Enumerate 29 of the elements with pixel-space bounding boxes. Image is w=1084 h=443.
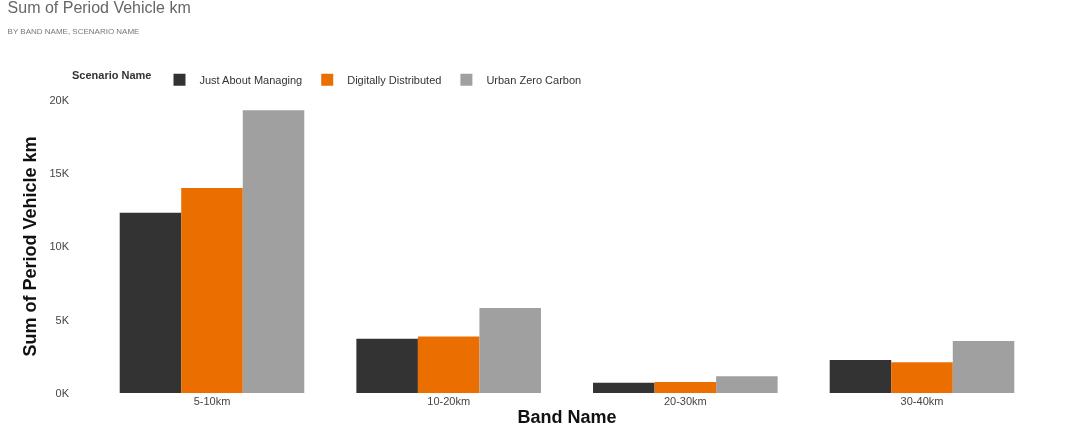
x-tick-label: 30-40km <box>900 395 944 407</box>
y-axis-title: Sum of Period Vehicle km <box>19 136 40 357</box>
y-tick-label: 15K <box>49 167 70 180</box>
bar <box>356 338 418 393</box>
x-tick-label: 20-30km <box>663 395 707 407</box>
x-tick-label: 5-10km <box>193 395 231 407</box>
bar <box>654 382 717 393</box>
y-tick-label: 0K <box>55 386 70 399</box>
y-tick-label: 10K <box>49 240 70 253</box>
bar <box>479 308 541 393</box>
y-tick-label: 5K <box>55 313 70 326</box>
legend-label: Urban Zero Carbon <box>486 73 582 86</box>
legend-label: Digitally Distributed <box>347 73 442 86</box>
bar <box>891 362 953 393</box>
bar <box>119 212 182 393</box>
bar <box>417 336 480 393</box>
chart-subtitle: BY BAND NAME, SCENARIO NAME <box>7 27 140 37</box>
bar <box>593 382 655 393</box>
bar <box>716 376 778 393</box>
chart-title: Sum of Period Vehicle km <box>7 0 191 17</box>
bar <box>181 187 243 393</box>
legend-title: Scenario Name <box>72 69 152 82</box>
x-axis-title: Band Name <box>517 407 617 428</box>
bar <box>952 340 1015 393</box>
y-tick-label: 20K <box>49 93 70 106</box>
bar <box>242 110 305 393</box>
x-tick-label: 10-20km <box>427 395 471 407</box>
bar <box>829 360 892 393</box>
legend-label: Just About Managing <box>199 73 303 86</box>
